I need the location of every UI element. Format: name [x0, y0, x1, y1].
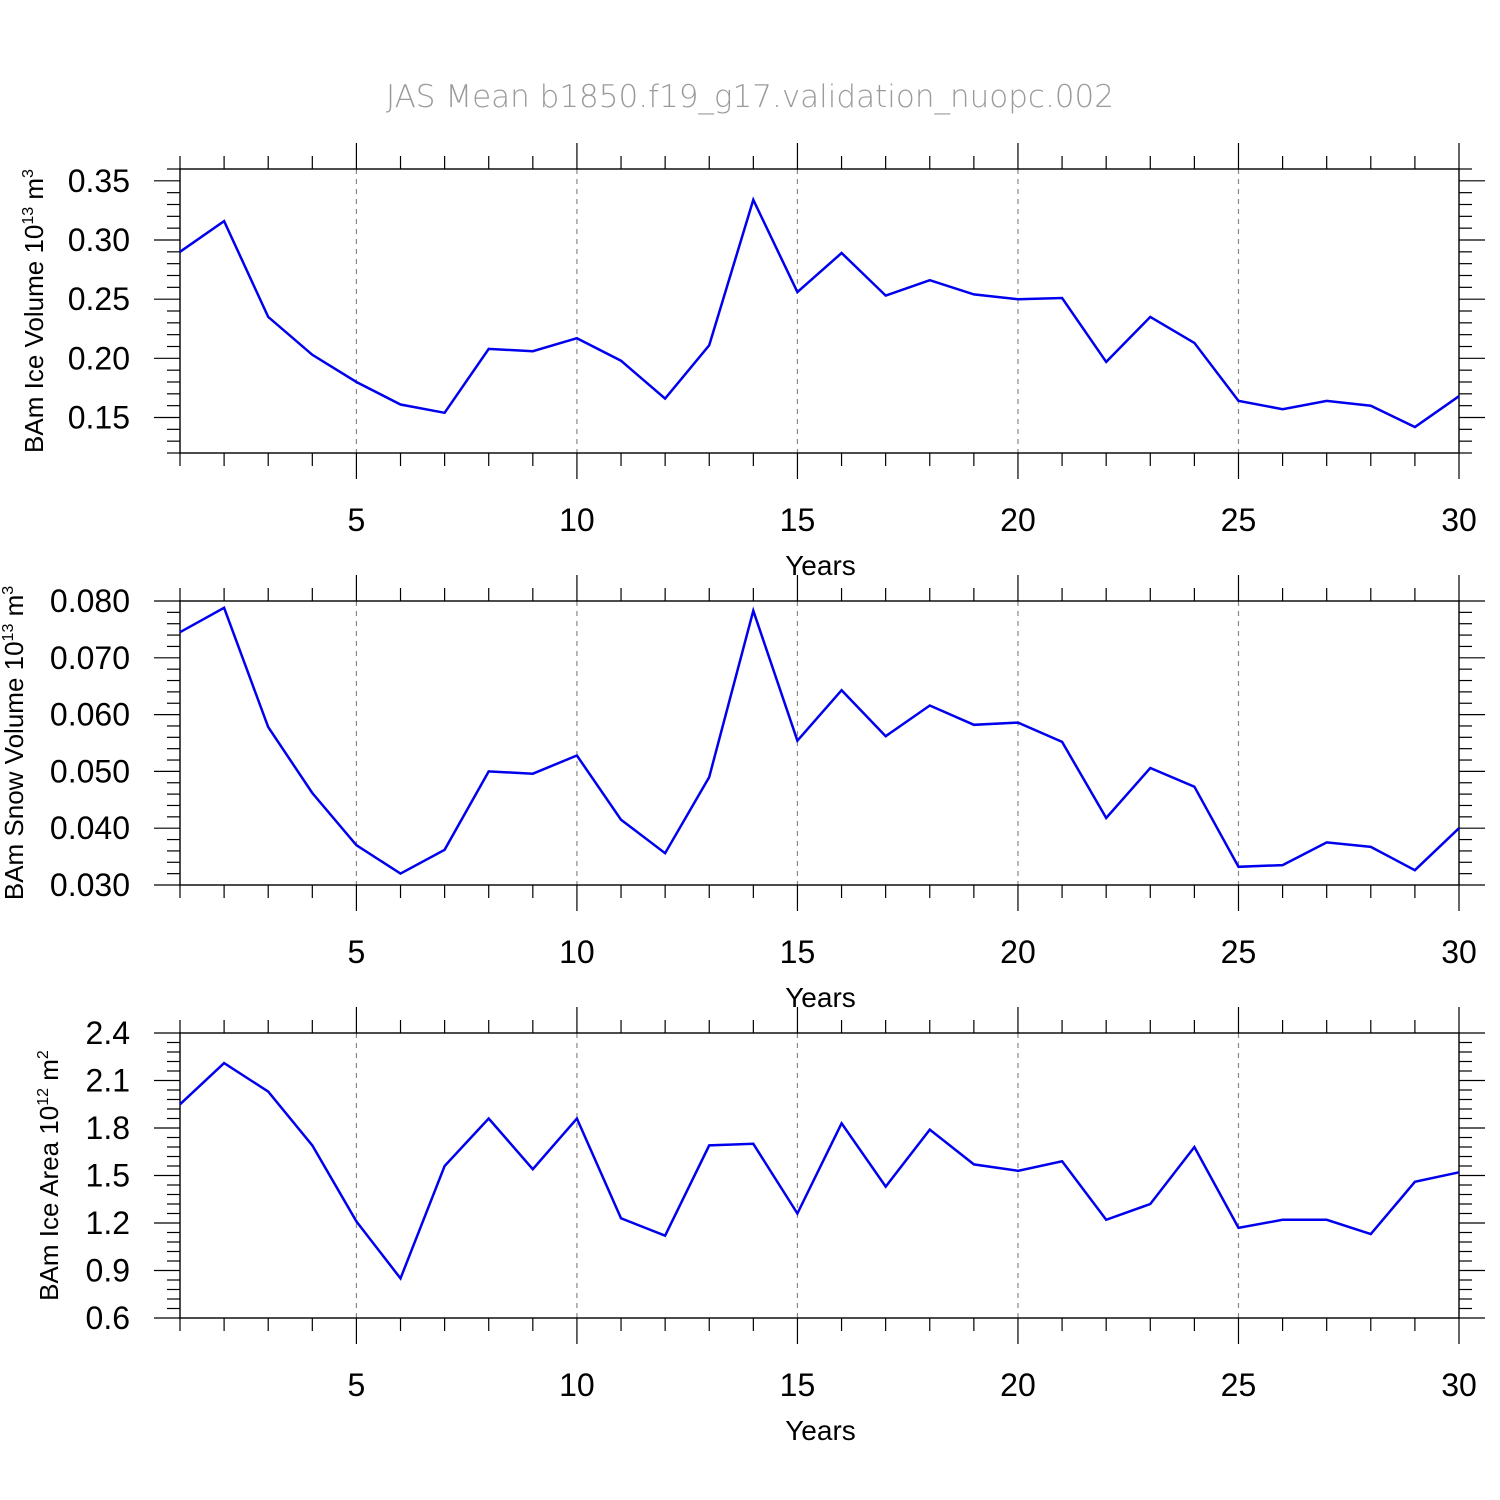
- x-tick-label: 10: [559, 1367, 595, 1403]
- chart-title: JAS Mean b1850.f19_g17.validation_nuopc.…: [386, 79, 1114, 115]
- plot-frame: [179, 600, 1460, 886]
- series-line: [179, 196, 1460, 429]
- plot-frame: [179, 1032, 1460, 1319]
- x-tick-label: 15: [780, 1367, 816, 1403]
- x-tick-label: 10: [559, 934, 595, 970]
- panel-1: 5 10 15 20 25 30 Years 0.15 0.20 0.25 0.30 0.35 BAm …: [19, 143, 1485, 581]
- y-tick-label: 0.20: [68, 340, 130, 376]
- x-tick-label: 5: [348, 1367, 366, 1403]
- y-tick-label: 0.050: [50, 753, 130, 789]
- x-tick-label: 20: [1000, 1367, 1036, 1403]
- x-tick-label: 15: [780, 934, 816, 970]
- y-tick-label: 0.9: [86, 1253, 130, 1289]
- y-axis-label: BAm Snow Volume 1013 m3: [0, 586, 29, 900]
- y-tick-label: 0.080: [50, 583, 130, 619]
- x-axis-label: Years: [785, 550, 856, 581]
- x-tick-label: 5: [348, 502, 366, 538]
- x-tick-label: 20: [1000, 502, 1036, 538]
- y-axis-label: BAm Ice Area 1012 m2: [34, 1050, 64, 1301]
- x-axis-label: Years: [785, 1415, 856, 1446]
- x-tick-label: 20: [1000, 934, 1036, 970]
- y-tick-label: 0.15: [68, 400, 130, 436]
- y-tick-label: 2.1: [86, 1063, 130, 1099]
- x-tick-label: 30: [1441, 502, 1477, 538]
- y-tick-label: 2.4: [86, 1015, 130, 1051]
- series-line: [179, 1061, 1460, 1281]
- panel-3: 5 10 15 20 25 30 Years 0.6 0.9 1.2 1.5 1.8 2.1 2.4 BAm…: [34, 1007, 1485, 1446]
- x-tick-label: 25: [1221, 934, 1257, 970]
- y-tick-label: 1.2: [86, 1205, 130, 1241]
- x-tick-label: 30: [1441, 934, 1477, 970]
- y-tick-label: 1.5: [86, 1158, 130, 1194]
- x-tick-label: 25: [1221, 502, 1257, 538]
- panel-2: 5 10 15 20 25 30 Years 0.030 0.040 0.050 0.060 0.07…: [0, 575, 1485, 1013]
- y-tick-label: 0.070: [50, 640, 130, 676]
- x-tick-label: 25: [1221, 1367, 1257, 1403]
- y-tick-label: 1.8: [86, 1110, 130, 1146]
- y-tick-label: 0.060: [50, 697, 130, 733]
- x-tick-label: 15: [780, 502, 816, 538]
- x-axis-label: Years: [785, 982, 856, 1013]
- y-tick-label: 0.6: [86, 1300, 130, 1336]
- series-line: [179, 606, 1460, 876]
- x-tick-label: 5: [348, 934, 366, 970]
- y-tick-label: 0.30: [68, 222, 130, 258]
- x-tick-label: 10: [559, 502, 595, 538]
- y-tick-label: 0.030: [50, 867, 130, 903]
- y-tick-label: 0.25: [68, 281, 130, 317]
- y-axis-label: BAm Ice Volume 1013 m3: [19, 169, 49, 453]
- panels: 5 10 15 20 25 30 Years 0.15 0.20 0.25 0.30 0.35 BAm …: [0, 143, 1485, 1446]
- y-tick-label: 0.35: [68, 163, 130, 199]
- y-tick-label: 0.040: [50, 810, 130, 846]
- x-tick-label: 30: [1441, 1367, 1477, 1403]
- plot-frame: [179, 168, 1460, 454]
